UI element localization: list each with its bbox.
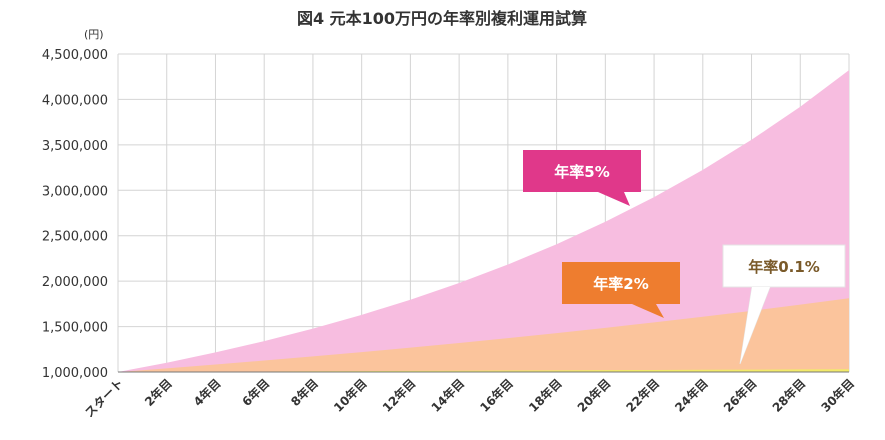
x-tick-label: 28年目: [769, 376, 808, 415]
series-label: 年率5%: [554, 163, 609, 181]
x-tick-label: 24年目: [672, 376, 711, 415]
y-tick-label: 3,000,000: [42, 184, 108, 199]
y-tick-label: 4,000,000: [42, 93, 108, 108]
y-tick-label: 2,000,000: [42, 275, 108, 290]
y-tick-label: 3,500,000: [42, 139, 108, 154]
series-area: [118, 298, 849, 372]
chart-title: 図4 元本100万円の年率別複利運用試算: [297, 9, 587, 28]
x-tick-label: 10年目: [330, 376, 369, 415]
x-tick-label: 4年目: [190, 376, 223, 409]
callout-pointer: [632, 304, 664, 318]
series-callout: 年率0.1%: [722, 244, 846, 365]
y-tick-label: 2,500,000: [42, 230, 108, 245]
y-axis-unit: (円): [84, 28, 104, 41]
x-tick-label: 12年目: [379, 376, 418, 415]
x-tick-label: 8年目: [288, 376, 321, 409]
x-tick-label: 26年目: [720, 376, 759, 415]
series-callout: 年率2%: [562, 262, 680, 318]
series-label: 年率2%: [593, 275, 648, 293]
x-tick-label: 22年目: [623, 376, 662, 415]
y-tick-label: 1,500,000: [42, 321, 108, 336]
x-tick-label: 2年目: [141, 376, 174, 409]
callout-pointer: [598, 192, 630, 206]
x-tick-label: 30年目: [818, 376, 857, 415]
x-tick-label: 16年目: [477, 376, 516, 415]
y-tick-label: 4,500,000: [42, 48, 108, 63]
x-tick-label: 6年目: [239, 376, 272, 409]
series-area: [118, 369, 849, 372]
x-tick-label: スタート: [82, 376, 126, 420]
callout-box: [562, 262, 680, 304]
annotation-layer: 年率5% 年率2% 年率0.1%: [523, 150, 846, 365]
x-tick-label: 20年目: [574, 376, 613, 415]
series-label: 年率0.1%: [748, 258, 820, 276]
x-tick-label: 18年目: [525, 376, 564, 415]
callout-pointer-fill: [740, 287, 770, 364]
y-tick-label: 1,000,000: [42, 366, 108, 381]
callout-box: [523, 150, 641, 192]
series-callout: 年率5%: [523, 150, 641, 206]
x-tick-label: 14年目: [428, 376, 467, 415]
callout-box-fill: [724, 246, 844, 286]
